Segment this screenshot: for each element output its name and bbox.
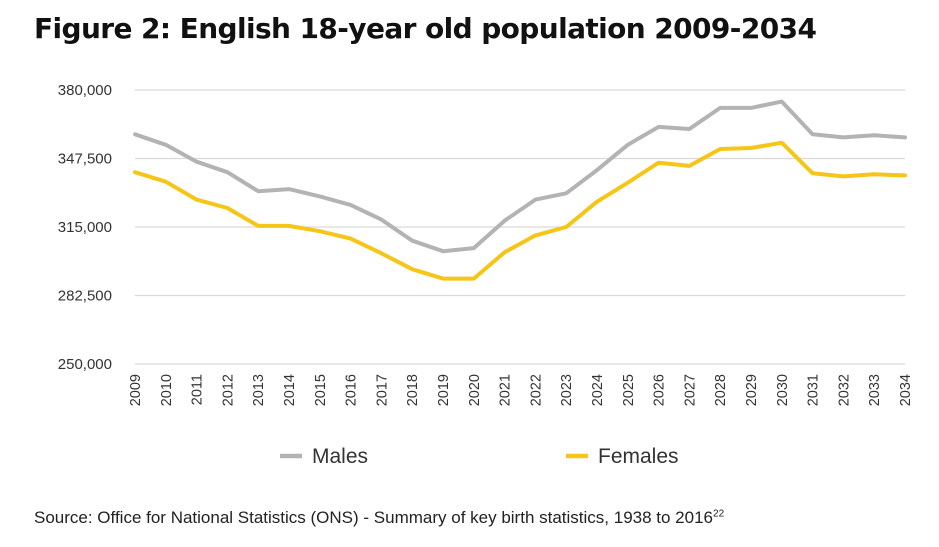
x-tick-label: 2012 (220, 374, 236, 406)
y-tick-label: 347,500 (58, 151, 112, 168)
x-tick-label: 2023 (559, 374, 575, 406)
x-tick-label: 2014 (282, 374, 298, 406)
x-tick-label: 2030 (775, 374, 791, 406)
x-tick-label: 2026 (652, 374, 668, 406)
legend-label-males: Males (312, 445, 368, 468)
x-tick-label: 2020 (467, 374, 483, 406)
x-tick-label: 2029 (744, 374, 760, 406)
series-line-females (133, 140, 907, 281)
legend-label-females: Females (598, 445, 679, 468)
x-tick-label: 2032 (836, 374, 852, 406)
source-note: Source: Office for National Statistics (… (34, 508, 724, 528)
legend: Males Females (280, 445, 679, 468)
x-tick-label: 2019 (436, 374, 452, 406)
x-tick-label: 2011 (190, 374, 206, 405)
x-tick-label: 2016 (344, 374, 360, 406)
series-line-males (133, 99, 907, 254)
line-chart: 250,000 282,500 315,000 347,500 380,000 2009… (58, 82, 914, 468)
x-tick-label: 2010 (159, 374, 175, 406)
x-tick-label: 2022 (528, 374, 544, 406)
x-tick-label: 2009 (128, 374, 144, 406)
x-tick-label: 2024 (590, 374, 606, 406)
x-tick-label: 2033 (867, 374, 883, 406)
source-text: Source: Office for National Statistics (… (34, 508, 714, 527)
x-tick-label: 2025 (621, 374, 637, 406)
x-tick-label: 2031 (806, 374, 822, 406)
x-tick-label: 2017 (374, 374, 390, 406)
x-tick-label: 2021 (498, 374, 514, 406)
source-footnote: 22 (713, 508, 725, 520)
x-tick-label: 2015 (313, 374, 329, 406)
x-axis-tick-labels: 2009 2010 2011 2012 2013 2014 2015 2016 2017 2018… (128, 374, 914, 406)
y-tick-label: 315,000 (58, 219, 112, 236)
x-tick-label: 2018 (405, 374, 421, 406)
x-tick-label: 2028 (713, 374, 729, 406)
y-axis-tick-labels: 250,000 282,500 315,000 347,500 380,000 (58, 82, 112, 373)
chart-title: Figure 2: English 18-year old population… (34, 12, 817, 45)
series-lines (133, 99, 907, 281)
y-tick-label: 380,000 (58, 82, 112, 99)
gridlines (135, 89, 905, 365)
y-tick-label: 282,500 (58, 288, 112, 305)
x-tick-label: 2013 (251, 374, 267, 406)
x-tick-label: 2034 (898, 374, 914, 406)
y-tick-label: 250,000 (58, 356, 112, 373)
x-tick-label: 2027 (682, 374, 698, 406)
